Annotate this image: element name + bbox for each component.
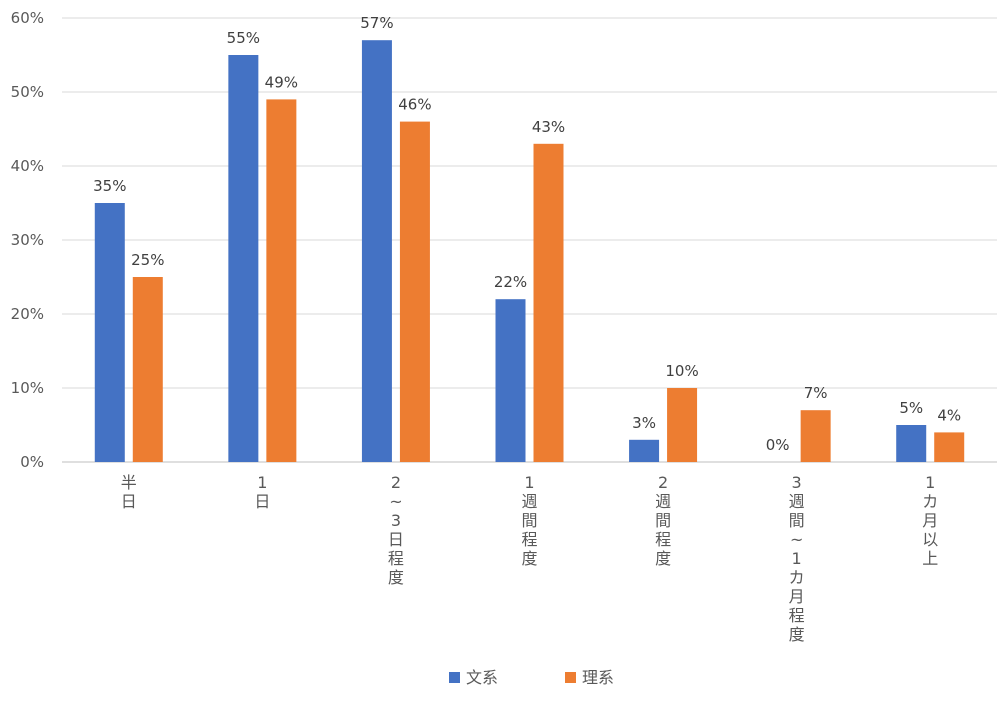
bar-rikei — [667, 388, 698, 462]
data-label: 25% — [131, 251, 164, 269]
y-tick-label: 20% — [11, 305, 44, 323]
data-label: 0% — [766, 436, 790, 454]
x-category-label: 2 週間程度 — [655, 473, 671, 568]
bars — [94, 40, 965, 463]
bar-bunkei — [228, 55, 259, 462]
bar-rikei — [533, 143, 564, 463]
legend: 文系 理系 — [449, 668, 614, 687]
gridlines — [62, 17, 997, 463]
x-category-label: 1 カ月以上 — [922, 473, 938, 568]
x-category-label: 1 週間程度 — [521, 473, 537, 568]
bar-rikei — [934, 432, 965, 462]
data-label: 49% — [265, 73, 298, 91]
x-category-label: 半日 — [121, 473, 137, 511]
y-tick-label: 0% — [20, 453, 44, 471]
y-tick-label: 30% — [11, 231, 44, 249]
x-axis: 半日 1 日 2 ~3 日程度 1 週間程度 2 週間程度 3 週間~ 1 カ月程度 1 カ月以上 — [121, 473, 938, 644]
data-label: 3% — [632, 414, 656, 432]
x-category-label: 2 ~3 日程度 — [388, 473, 404, 587]
bar-bunkei — [94, 203, 125, 462]
legend-swatch — [449, 672, 460, 683]
data-label: 55% — [227, 29, 260, 47]
data-label: 7% — [804, 384, 828, 402]
y-tick-label: 60% — [11, 9, 44, 27]
legend-swatch — [565, 672, 576, 683]
x-category-label: 3 週間~ 1 カ月程度 — [789, 473, 805, 644]
bar-bunkei — [629, 439, 660, 462]
y-tick-label: 40% — [11, 157, 44, 175]
bar-rikei — [266, 99, 297, 463]
bar-bunkei — [896, 425, 927, 462]
data-label: 4% — [937, 406, 961, 424]
data-label: 22% — [494, 273, 527, 291]
data-label: 35% — [93, 177, 126, 195]
bar-rikei — [800, 410, 831, 462]
data-label: 46% — [398, 96, 431, 114]
y-axis: 0% 10% 20% 30% 40% 50% 60% — [11, 9, 44, 471]
bar-rikei — [399, 121, 430, 462]
data-label: 5% — [899, 399, 923, 417]
bar-bunkei — [361, 40, 392, 462]
y-tick-label: 50% — [11, 83, 44, 101]
legend-label: 理系 — [582, 668, 614, 687]
y-tick-label: 10% — [11, 379, 44, 397]
data-label: 57% — [360, 14, 393, 32]
bar-rikei — [132, 277, 163, 462]
legend-label: 文系 — [466, 668, 498, 687]
bar-bunkei — [495, 299, 526, 462]
data-label: 43% — [532, 118, 565, 136]
data-labels: 35% 25% 55% 49% 57% 46% 22% 43% 3% 10% 0% 7% 5% 4% — [93, 14, 961, 454]
data-label: 10% — [665, 362, 698, 380]
